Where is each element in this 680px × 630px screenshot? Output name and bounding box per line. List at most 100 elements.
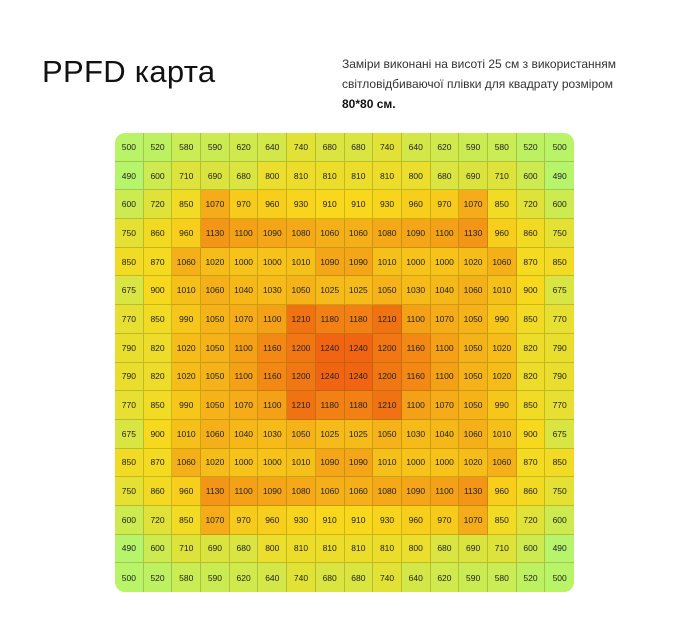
heatmap-cell: 680 bbox=[315, 133, 345, 162]
heatmap-cell: 750 bbox=[545, 477, 574, 506]
heatmap-cell: 1000 bbox=[430, 448, 460, 478]
heatmap-cell: 1050 bbox=[459, 305, 488, 334]
heatmap-cell: 770 bbox=[545, 391, 574, 420]
heatmap-cell: 800 bbox=[401, 534, 431, 564]
heatmap-cell: 910 bbox=[315, 505, 345, 535]
heatmap-cell: 580 bbox=[172, 133, 202, 162]
heatmap-cell: 1200 bbox=[373, 333, 402, 363]
heatmap-cell: 710 bbox=[172, 534, 202, 564]
ppfd-heatmap: 500 520 580 590 620 640 740 680 680 740 640 620 590 5… bbox=[115, 133, 574, 592]
heatmap-cell: 1020 bbox=[172, 333, 202, 363]
heatmap-cell: 600 bbox=[516, 161, 546, 191]
heatmap-cell: 1100 bbox=[401, 391, 431, 420]
heatmap-cell: 1010 bbox=[487, 276, 517, 306]
heatmap-cell: 1060 bbox=[459, 419, 488, 449]
heatmap-cell: 680 bbox=[229, 161, 259, 191]
heatmap-cell: 1160 bbox=[401, 362, 431, 392]
heatmap-cell: 990 bbox=[172, 391, 202, 420]
heatmap-cell: 960 bbox=[401, 190, 431, 220]
heatmap-cell: 850 bbox=[143, 391, 173, 420]
heatmap-cell: 1210 bbox=[373, 305, 402, 334]
heatmap-cell: 990 bbox=[172, 305, 202, 334]
heatmap-cell: 990 bbox=[487, 305, 517, 334]
heatmap-cell: 990 bbox=[487, 391, 517, 420]
heatmap-cell: 1100 bbox=[229, 362, 259, 392]
heatmap-cell: 930 bbox=[287, 190, 316, 220]
heatmap-cell: 1180 bbox=[344, 305, 374, 334]
heatmap-cell: 800 bbox=[401, 161, 431, 191]
heatmap-cell: 620 bbox=[430, 563, 460, 592]
heatmap-cell: 720 bbox=[143, 190, 173, 220]
heatmap-cell: 1030 bbox=[401, 419, 431, 449]
heatmap-cell: 1050 bbox=[287, 276, 316, 306]
heatmap-cell: 970 bbox=[430, 505, 460, 535]
heatmap-cell: 850 bbox=[487, 190, 517, 220]
heatmap-cell: 690 bbox=[459, 161, 488, 191]
heatmap-cell: 1000 bbox=[258, 448, 288, 478]
heatmap-cell: 1090 bbox=[258, 477, 288, 506]
heatmap-cell: 970 bbox=[229, 190, 259, 220]
heatmap-cell: 1100 bbox=[430, 477, 460, 506]
heatmap-cell: 500 bbox=[545, 563, 574, 592]
heatmap-cell: 1070 bbox=[459, 190, 488, 220]
heatmap-cell: 710 bbox=[172, 161, 202, 191]
heatmap-cell: 1040 bbox=[229, 276, 259, 306]
heatmap-cell: 900 bbox=[516, 419, 546, 449]
heatmap-cell: 810 bbox=[287, 161, 316, 191]
heatmap-cell: 710 bbox=[487, 534, 517, 564]
heatmap-cell: 1010 bbox=[172, 276, 202, 306]
heatmap-cell: 600 bbox=[115, 190, 144, 220]
heatmap-cell: 1100 bbox=[229, 219, 259, 248]
heatmap-cell: 790 bbox=[115, 333, 144, 363]
heatmap-cell: 960 bbox=[172, 477, 202, 506]
heatmap-cell: 1240 bbox=[315, 362, 345, 392]
heatmap-cell: 640 bbox=[258, 133, 288, 162]
heatmap-cell: 1100 bbox=[229, 333, 259, 363]
heatmap-cell: 750 bbox=[115, 219, 144, 248]
heatmap-cell: 850 bbox=[516, 305, 546, 334]
heatmap-cell: 640 bbox=[401, 133, 431, 162]
heatmap-cell: 1020 bbox=[459, 247, 488, 277]
heatmap-cell: 850 bbox=[172, 190, 202, 220]
heatmap-cell: 1090 bbox=[315, 448, 345, 478]
heatmap-cell: 810 bbox=[344, 534, 374, 564]
heatmap-cell: 1000 bbox=[229, 247, 259, 277]
heatmap-cell: 1050 bbox=[201, 305, 230, 334]
heatmap-cell: 1000 bbox=[258, 247, 288, 277]
heatmap-cell: 1160 bbox=[258, 362, 288, 392]
heatmap-cell: 1130 bbox=[459, 219, 488, 248]
heatmap-cell: 640 bbox=[258, 563, 288, 592]
heatmap-cell: 1070 bbox=[430, 391, 460, 420]
heatmap-cell: 1030 bbox=[258, 419, 288, 449]
heatmap-cell: 1080 bbox=[373, 219, 402, 248]
heatmap-cell: 870 bbox=[516, 247, 546, 277]
heatmap-cell: 900 bbox=[143, 276, 173, 306]
heatmap-cell: 790 bbox=[545, 333, 574, 363]
heatmap-cell: 870 bbox=[516, 448, 546, 478]
heatmap-cell: 770 bbox=[545, 305, 574, 334]
description-size: 80*80 см. bbox=[342, 97, 396, 111]
heatmap-cell: 1100 bbox=[258, 391, 288, 420]
heatmap-cell: 675 bbox=[545, 419, 574, 449]
heatmap-cell: 1050 bbox=[459, 362, 488, 392]
heatmap-cell: 600 bbox=[115, 505, 144, 535]
heatmap-cell: 1020 bbox=[487, 362, 517, 392]
heatmap-cell: 1070 bbox=[229, 305, 259, 334]
heatmap-cell: 1210 bbox=[373, 391, 402, 420]
heatmap-cell: 850 bbox=[516, 391, 546, 420]
heatmap-cell: 1080 bbox=[287, 219, 316, 248]
heatmap-cell: 1090 bbox=[344, 247, 374, 277]
heatmap-cell: 1240 bbox=[344, 333, 374, 363]
heatmap-cell: 520 bbox=[516, 133, 546, 162]
heatmap-cell: 1050 bbox=[201, 333, 230, 363]
heatmap-cell: 710 bbox=[487, 161, 517, 191]
heatmap-cell: 820 bbox=[143, 362, 173, 392]
heatmap-cell: 680 bbox=[315, 563, 345, 592]
heatmap-cell: 850 bbox=[172, 505, 202, 535]
heatmap-cell: 1000 bbox=[401, 247, 431, 277]
heatmap-cell: 1070 bbox=[201, 505, 230, 535]
heatmap-cell: 1080 bbox=[373, 477, 402, 506]
heatmap-cell: 1180 bbox=[315, 391, 345, 420]
heatmap-cell: 770 bbox=[115, 391, 144, 420]
page-title: PPFD карта bbox=[42, 54, 216, 89]
